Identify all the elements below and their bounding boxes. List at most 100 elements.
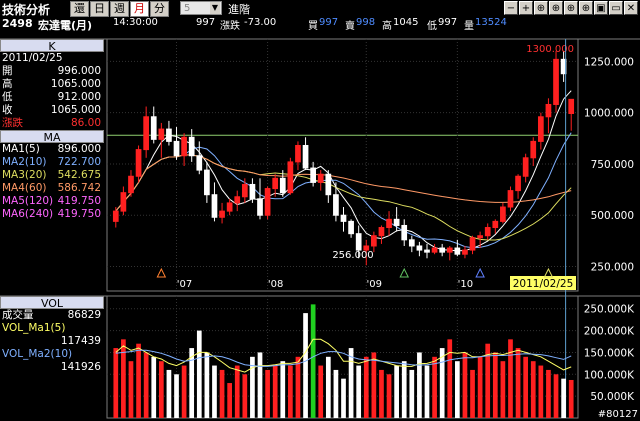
- volume-bar: [295, 356, 301, 418]
- volume-bar: [500, 361, 506, 418]
- indicator-sidebar: K 2011/02/25 開 996.000 高 1065.000 低 912.000 收 1…: [0, 39, 105, 221]
- volume-bar: [424, 365, 430, 418]
- volume-tick-label: 200.000K: [584, 326, 635, 338]
- candle-body: [234, 196, 241, 204]
- candle-body: [500, 206, 506, 222]
- ma-panel-label: MA5(120): [2, 195, 54, 207]
- k-panel-value: 1065.000: [50, 78, 101, 90]
- k-panel-row: 高 1065.000: [0, 78, 105, 91]
- volume-bar: [174, 374, 179, 418]
- candle-body: [211, 194, 218, 218]
- volume-bar: [530, 361, 536, 418]
- vol-panel-label: VOL_Ma1(5): [2, 322, 66, 334]
- volume-bar: [318, 365, 324, 418]
- candle-body: [112, 210, 119, 222]
- candle-body: [507, 190, 514, 208]
- ma-panel-row: MA6(240) 419.750: [0, 208, 105, 221]
- vol-panel-header[interactable]: VOL: [0, 296, 104, 310]
- tool-button-8[interactable]: ✕: [624, 1, 638, 15]
- change-label: 漲跌: [220, 21, 240, 32]
- tool-button-0[interactable]: −: [504, 1, 518, 15]
- x-tick-label: '08: [268, 279, 283, 290]
- quote-time: 14:30:00: [113, 17, 158, 28]
- ma-panel-value: 542.675: [57, 169, 101, 181]
- volume-bar: [113, 348, 119, 418]
- ma-panel-header[interactable]: MA: [0, 130, 104, 144]
- volume-bar: [470, 369, 475, 418]
- price-tick-label: 1250.000: [584, 56, 634, 68]
- k-panel-row: 低 912.000: [0, 91, 105, 104]
- volume-bar: [409, 369, 415, 418]
- k-panel-row: 開 996.000: [0, 65, 105, 78]
- tool-button-1[interactable]: +: [519, 1, 533, 15]
- k-panel-label: 低: [2, 91, 13, 103]
- candle-body: [469, 237, 476, 251]
- candle-body: [325, 173, 332, 196]
- candle-body: [416, 245, 423, 251]
- advanced-button[interactable]: 進階: [228, 3, 250, 16]
- watermark: #80127: [597, 409, 638, 420]
- tool-button-6[interactable]: ▣: [594, 1, 608, 15]
- tab-period-4[interactable]: 分: [150, 1, 169, 17]
- volume-bar: [136, 343, 141, 418]
- volume-bar: [394, 365, 399, 418]
- volume-value: 13524: [475, 17, 507, 28]
- period-tabs: 還日週月分: [70, 1, 169, 17]
- tool-button-5[interactable]: ⊕: [579, 1, 593, 15]
- candle-body: [424, 249, 430, 253]
- volume-bar: [477, 356, 483, 418]
- app-title: 技術分析: [2, 3, 51, 17]
- tab-period-1[interactable]: 日: [90, 1, 109, 17]
- buy-label: 買: [308, 21, 318, 32]
- volume-bar: [508, 339, 513, 418]
- candle-body: [257, 198, 263, 216]
- candle-body: [446, 247, 453, 253]
- last-price: 997: [196, 17, 216, 28]
- tool-button-7[interactable]: ▭: [609, 1, 623, 15]
- x-tick-label: '10: [458, 279, 473, 290]
- sell-label: 賣: [345, 21, 355, 32]
- candle-body: [249, 183, 256, 200]
- candle-body: [272, 177, 279, 190]
- vol-panel-row: 141926: [0, 361, 105, 374]
- toolbar: 技術分析 還日週月分 5 ▼ 進階 − + ⊕ ⊕ ⊕ ⊕ ▣ ▭ ✕ 2498 宏達電(月) 1…: [0, 0, 640, 32]
- volume-bar: [363, 356, 369, 418]
- sell-price: 998: [356, 17, 376, 28]
- minute-select[interactable]: 5 ▼: [180, 1, 222, 15]
- volume-bar: [166, 369, 172, 418]
- volume-bar: [401, 361, 407, 418]
- candle-body: [173, 140, 180, 157]
- volume-bar: [523, 356, 529, 418]
- candle-body: [393, 218, 400, 226]
- candle-body: [166, 128, 172, 142]
- ma-panel-row: MA4(60) 586.742: [0, 182, 105, 195]
- tab-period-2[interactable]: 週: [110, 1, 129, 17]
- tool-button-4[interactable]: ⊕: [564, 1, 578, 15]
- volume-tick-label: 150.000K: [584, 347, 635, 359]
- candle-body: [522, 157, 529, 177]
- chevron-down-icon[interactable]: ▼: [210, 2, 220, 14]
- volume-bar: [242, 374, 248, 418]
- ma-panel-row: MA3(20) 542.675: [0, 169, 105, 182]
- vol-panel-row: VOL_Ma2(10): [0, 348, 105, 361]
- k-panel-value: 1065.000: [50, 104, 101, 116]
- candle-body: [515, 175, 521, 192]
- tool-button-2[interactable]: ⊕: [534, 1, 548, 15]
- candle-body: [477, 235, 483, 239]
- vol-panel-value: 141926: [60, 361, 101, 373]
- max-price-label: 1300.000: [526, 44, 574, 55]
- tab-period-0[interactable]: 還: [70, 1, 89, 17]
- tab-period-3[interactable]: 月: [130, 1, 149, 17]
- tool-button-3[interactable]: ⊕: [549, 1, 563, 15]
- candle-body: [310, 167, 316, 183]
- volume-tick-label: 100.000K: [584, 369, 635, 381]
- volume-bar: [128, 361, 134, 418]
- toolbar-row: 技術分析 還日週月分 5 ▼ 進階 − + ⊕ ⊕ ⊕ ⊕ ▣ ▭ ✕: [0, 0, 640, 17]
- candle-body: [158, 128, 165, 140]
- volume-bar: [492, 352, 498, 418]
- triangle-marker: [399, 267, 410, 278]
- triangle-marker: [156, 267, 167, 278]
- candle-body: [120, 192, 127, 212]
- k-panel-date: 2011/02/25: [2, 52, 63, 64]
